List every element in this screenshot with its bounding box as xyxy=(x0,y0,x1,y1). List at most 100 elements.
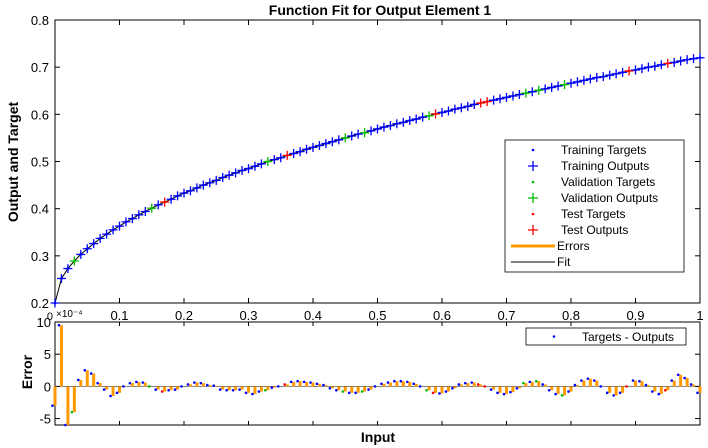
train-target-marker xyxy=(214,179,218,182)
train-target-marker xyxy=(556,84,560,88)
error-point xyxy=(444,390,448,393)
error-point xyxy=(689,383,693,386)
error-point xyxy=(605,391,609,395)
train-target-marker xyxy=(447,109,450,113)
train-target-marker xyxy=(240,169,244,172)
error-point xyxy=(586,377,590,380)
train-target-marker xyxy=(176,194,179,198)
error-point xyxy=(354,391,357,395)
train-target-marker xyxy=(679,59,682,63)
train-target-marker xyxy=(66,267,70,270)
train-target-marker xyxy=(492,98,495,102)
error-point xyxy=(322,383,325,387)
error-point xyxy=(567,390,570,393)
error-point xyxy=(676,373,680,377)
error-point xyxy=(418,385,422,388)
bottom-legend-label: Targets - Outputs xyxy=(582,330,674,344)
train-target-marker xyxy=(576,80,579,84)
val-target-marker xyxy=(427,114,431,118)
error-point xyxy=(425,388,428,392)
train-target-marker xyxy=(653,64,657,68)
val-target-marker xyxy=(524,91,528,95)
train-target-marker xyxy=(550,86,553,89)
train-target-marker xyxy=(589,77,592,81)
test-target-marker xyxy=(285,154,289,157)
train-target-marker xyxy=(453,107,457,111)
test-target-marker xyxy=(485,100,489,103)
train-target-marker xyxy=(389,124,392,127)
train-target-marker xyxy=(137,213,141,217)
error-point xyxy=(502,392,506,396)
train-target-marker xyxy=(247,167,250,170)
train-target-marker xyxy=(698,56,702,60)
bottom-plot-marks xyxy=(51,323,702,427)
error-point xyxy=(367,388,370,391)
bottom-y-tick-label: 10 xyxy=(37,315,51,330)
error-point xyxy=(115,391,119,395)
error-point xyxy=(83,368,87,372)
val-target-marker xyxy=(563,83,566,86)
val-target-marker xyxy=(363,131,366,135)
bottom-x-axis-label: Input xyxy=(361,429,396,445)
error-point xyxy=(631,379,635,382)
train-target-marker xyxy=(60,277,63,280)
train-target-marker xyxy=(85,247,89,251)
train-target-marker xyxy=(98,237,102,240)
error-point xyxy=(276,385,280,388)
error-point xyxy=(341,390,345,393)
train-target-marker xyxy=(279,156,283,160)
train-target-marker xyxy=(253,164,257,168)
train-target-marker xyxy=(505,96,508,99)
exponent-label: ×10⁻⁴ xyxy=(56,309,83,320)
train-target-marker xyxy=(382,125,386,129)
legend-dot-marker xyxy=(531,148,535,152)
train-target-marker xyxy=(331,140,334,143)
legend-plus-marker xyxy=(528,193,538,203)
train-target-marker xyxy=(511,94,515,98)
error-point xyxy=(186,383,190,386)
error-point xyxy=(360,390,364,393)
x-tick-label: 1 xyxy=(696,308,703,323)
train-target-marker xyxy=(221,176,224,179)
train-target-marker xyxy=(298,150,302,153)
error-point xyxy=(496,391,499,395)
error-point xyxy=(238,388,241,391)
train-target-marker xyxy=(182,191,186,195)
error-point xyxy=(683,376,686,380)
x-tick-label: 0.9 xyxy=(626,308,644,323)
train-target-marker xyxy=(189,189,192,193)
error-point xyxy=(141,381,145,384)
error-point xyxy=(593,379,596,382)
error-point xyxy=(663,388,667,392)
error-point xyxy=(244,391,248,395)
top-y-tick-label: 0.8 xyxy=(31,13,49,28)
error-point xyxy=(128,381,132,385)
error-point xyxy=(405,380,409,384)
error-point xyxy=(193,381,196,384)
error-point xyxy=(644,383,648,387)
error-point xyxy=(57,323,61,327)
error-point xyxy=(264,388,267,392)
bottom-legend-dot xyxy=(552,335,556,338)
top-legend-box xyxy=(504,139,685,273)
error-point xyxy=(373,385,377,388)
error-point xyxy=(547,388,551,392)
error-point xyxy=(528,380,532,384)
error-point xyxy=(431,391,435,395)
error-point xyxy=(696,391,699,395)
legend-plus-marker xyxy=(528,161,538,171)
legend-label: Training Outputs xyxy=(561,159,649,173)
error-point xyxy=(309,381,312,384)
bottom-legend: Targets - Outputs xyxy=(525,327,687,346)
error-point xyxy=(534,379,538,383)
error-point xyxy=(102,388,106,391)
error-point xyxy=(438,392,441,395)
error-point xyxy=(109,394,112,398)
error-point xyxy=(206,383,209,387)
train-target-marker xyxy=(356,132,360,136)
error-point xyxy=(315,382,319,386)
legend-label: Fit xyxy=(557,255,571,269)
train-target-marker xyxy=(518,93,521,96)
top-legend: Training Targets Training Outputs Validati… xyxy=(504,139,685,273)
